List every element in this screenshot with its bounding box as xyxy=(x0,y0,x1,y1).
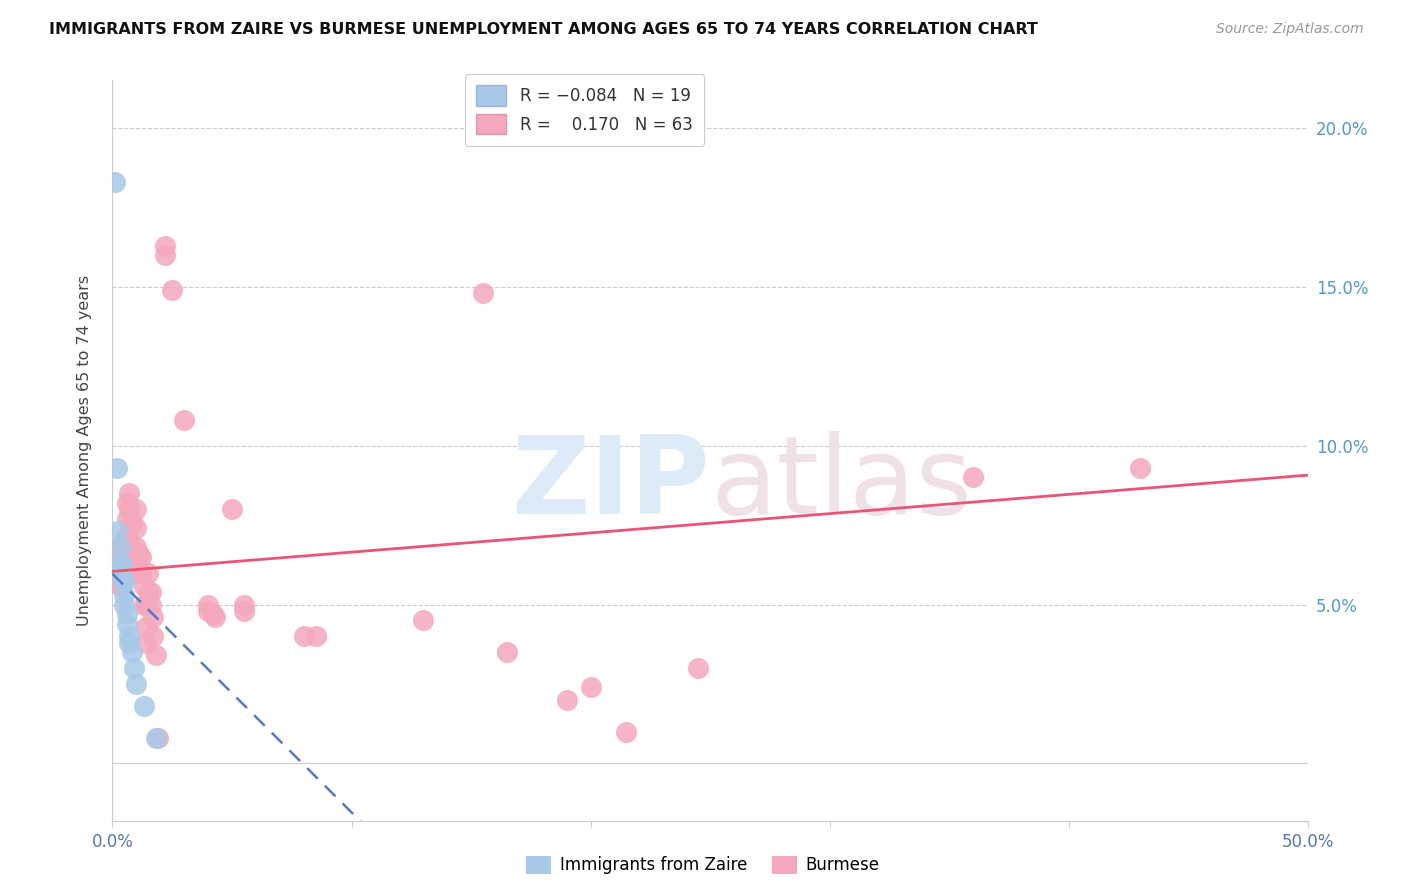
Point xyxy=(122,566,145,580)
Point xyxy=(114,598,135,612)
Point xyxy=(146,731,169,745)
Point xyxy=(114,575,135,590)
Point xyxy=(142,610,165,624)
Point xyxy=(132,699,155,714)
Point xyxy=(204,610,226,624)
Point xyxy=(111,559,134,574)
Point xyxy=(616,724,638,739)
Point xyxy=(121,645,143,659)
Point xyxy=(122,661,145,675)
Point xyxy=(105,524,128,539)
Text: atlas: atlas xyxy=(710,431,972,537)
Point xyxy=(138,566,160,580)
Point xyxy=(118,629,141,643)
Point xyxy=(688,661,710,675)
Point xyxy=(197,604,219,618)
Point xyxy=(121,515,143,529)
Point xyxy=(139,585,162,599)
Text: ZIP: ZIP xyxy=(512,431,710,537)
Point xyxy=(111,566,134,580)
Point xyxy=(128,547,150,561)
Point xyxy=(153,248,176,262)
Point xyxy=(201,607,224,621)
Point xyxy=(121,549,143,564)
Y-axis label: Unemployment Among Ages 65 to 74 years: Unemployment Among Ages 65 to 74 years xyxy=(77,275,91,626)
Point xyxy=(125,677,148,691)
Point xyxy=(173,413,195,427)
Point xyxy=(118,502,141,516)
Text: IMMIGRANTS FROM ZAIRE VS BURMESE UNEMPLOYMENT AMONG AGES 65 TO 74 YEARS CORRELAT: IMMIGRANTS FROM ZAIRE VS BURMESE UNEMPLO… xyxy=(49,22,1038,37)
Legend: R = −0.084   N = 19, R =    0.170   N = 63: R = −0.084 N = 19, R = 0.170 N = 63 xyxy=(465,74,704,146)
Point xyxy=(114,549,135,564)
Point xyxy=(153,238,176,252)
Point xyxy=(118,636,141,650)
Point xyxy=(105,553,128,567)
Point xyxy=(118,534,141,549)
Point xyxy=(139,598,162,612)
Point xyxy=(111,578,134,592)
Point xyxy=(111,572,134,586)
Point xyxy=(132,578,155,592)
Point xyxy=(125,521,148,535)
Point xyxy=(115,616,138,631)
Point xyxy=(129,549,152,564)
Point xyxy=(412,614,434,628)
Point xyxy=(962,470,984,484)
Point xyxy=(108,578,131,592)
Point xyxy=(104,543,127,558)
Point xyxy=(197,598,219,612)
Point xyxy=(579,680,602,694)
Point xyxy=(125,541,148,555)
Point xyxy=(292,629,315,643)
Point xyxy=(115,607,138,621)
Point xyxy=(233,598,256,612)
Point xyxy=(125,566,148,580)
Point xyxy=(115,512,138,526)
Point xyxy=(305,629,328,643)
Point xyxy=(162,283,183,297)
Point xyxy=(122,543,145,558)
Point xyxy=(555,693,578,707)
Point xyxy=(135,598,157,612)
Point xyxy=(233,604,256,618)
Point xyxy=(472,286,495,301)
Point xyxy=(115,527,138,541)
Point xyxy=(114,534,135,549)
Point xyxy=(1129,461,1152,475)
Point xyxy=(221,502,243,516)
Point xyxy=(135,636,157,650)
Point xyxy=(135,620,157,634)
Point xyxy=(122,556,145,570)
Legend: Immigrants from Zaire, Burmese: Immigrants from Zaire, Burmese xyxy=(522,851,884,880)
Point xyxy=(108,541,131,555)
Point xyxy=(118,486,141,500)
Point xyxy=(142,629,165,643)
Text: Source: ZipAtlas.com: Source: ZipAtlas.com xyxy=(1216,22,1364,37)
Point xyxy=(105,566,128,580)
Point xyxy=(138,585,160,599)
Point xyxy=(108,566,131,580)
Point xyxy=(128,566,150,580)
Point xyxy=(125,502,148,516)
Point xyxy=(129,566,152,580)
Point xyxy=(145,731,167,745)
Point xyxy=(496,645,519,659)
Point xyxy=(115,496,138,510)
Point xyxy=(114,566,135,580)
Point xyxy=(132,598,155,612)
Point xyxy=(108,556,131,570)
Point xyxy=(145,648,167,663)
Point xyxy=(114,588,135,602)
Point xyxy=(104,175,127,189)
Point xyxy=(105,461,128,475)
